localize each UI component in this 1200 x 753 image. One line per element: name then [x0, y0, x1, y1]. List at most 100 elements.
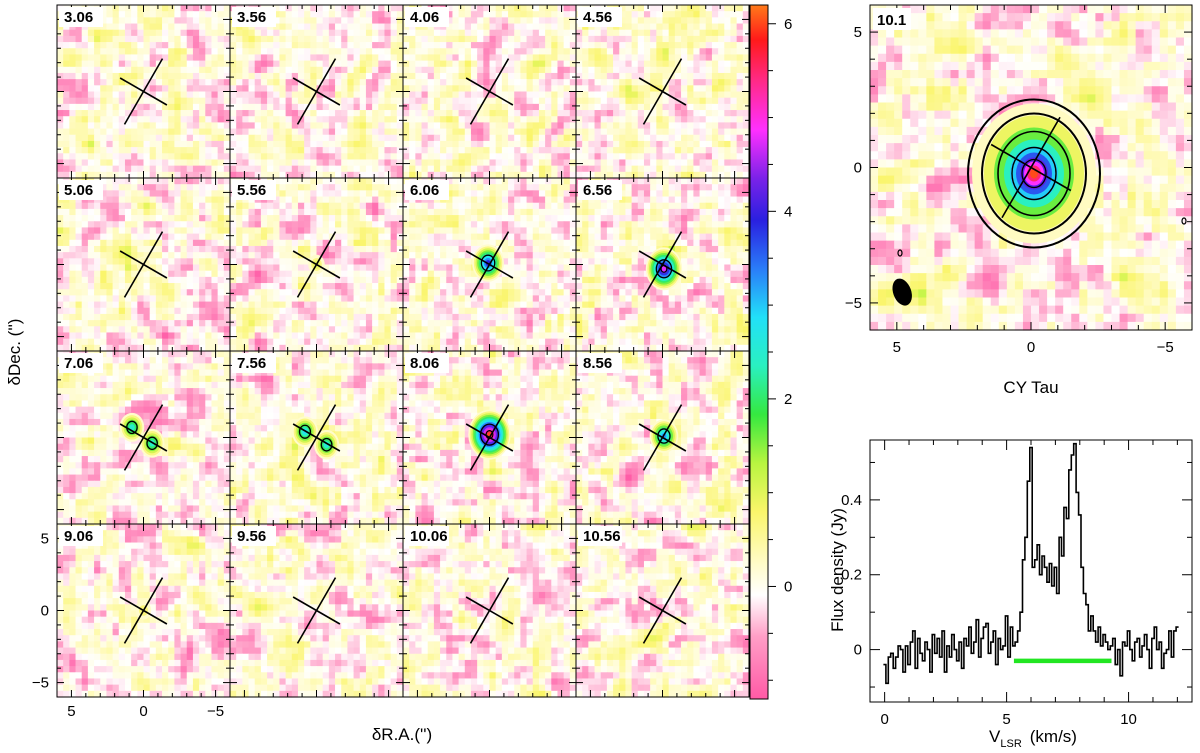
map-pixel [569, 116, 577, 123]
map-pixel [650, 29, 657, 37]
map-pixel [693, 91, 701, 99]
map-pixel [470, 72, 478, 80]
map-pixel [192, 11, 200, 18]
map-pixel [440, 122, 447, 130]
map-pixel [501, 116, 509, 123]
map-pixel [687, 159, 694, 167]
map-pixel [384, 313, 392, 321]
map-pixel [118, 42, 126, 49]
map-pixel [545, 134, 552, 142]
map-pixel [254, 276, 262, 284]
map-pixel [736, 110, 744, 117]
map-pixel [118, 178, 126, 185]
map-pixel [118, 190, 126, 198]
map-pixel [409, 140, 416, 148]
map-pixel [316, 5, 324, 12]
map-pixel [267, 221, 274, 229]
map-pixel [217, 97, 225, 105]
map-pixel [384, 11, 392, 18]
map-pixel [470, 140, 478, 148]
map-pixel [551, 79, 559, 86]
map-pixel [174, 320, 182, 327]
map-pixel [631, 147, 639, 154]
map-pixel [699, 153, 707, 161]
map-pixel [106, 91, 114, 99]
map-pixel [304, 221, 311, 229]
map-pixel [569, 11, 577, 18]
map-pixel [57, 313, 64, 321]
map-pixel [328, 66, 336, 74]
map-pixel [63, 202, 70, 210]
map-pixel [155, 165, 163, 173]
map-pixel [297, 338, 305, 346]
map-pixel [192, 110, 200, 117]
map-pixel [180, 165, 188, 173]
map-pixel [112, 103, 120, 111]
channel-velocity-label: 5.06 [64, 182, 93, 199]
map-pixel [199, 276, 206, 284]
map-pixel [174, 196, 182, 204]
map-pixel [563, 128, 571, 136]
map-pixel [118, 122, 126, 130]
map-pixel [205, 320, 213, 327]
map-pixel [267, 332, 274, 340]
map-pixel [433, 42, 441, 49]
map-pixel [427, 159, 435, 167]
map-pixel [186, 233, 194, 241]
map-pixel [291, 23, 299, 31]
map-pixel [637, 42, 645, 49]
map-pixel [199, 23, 206, 31]
map-pixel [149, 23, 157, 31]
map-pixel [149, 140, 157, 148]
map-pixel [131, 289, 138, 296]
map-pixel [711, 23, 719, 31]
map-pixel [100, 178, 108, 185]
map-pixel [335, 313, 342, 321]
map-pixel [637, 97, 645, 105]
map-pixel [87, 153, 95, 161]
map-pixel [557, 97, 565, 105]
map-pixel [211, 301, 219, 309]
map-pixel [538, 72, 546, 80]
map-pixel [347, 320, 355, 327]
map-pixel [205, 344, 213, 352]
map-pixel [378, 153, 386, 161]
map-pixel [162, 35, 169, 43]
map-pixel [297, 85, 305, 93]
map-pixel [538, 60, 546, 68]
map-pixel [223, 196, 231, 204]
map-pixel [236, 122, 243, 130]
map-pixel [378, 17, 386, 25]
map-pixel [230, 128, 237, 136]
map-pixel [322, 5, 330, 12]
map-pixel [69, 295, 77, 303]
map-pixel [118, 23, 126, 31]
map-pixel [563, 116, 571, 123]
map-pixel [149, 85, 157, 93]
map-pixel [600, 147, 608, 154]
map-pixel [365, 258, 373, 266]
map-pixel [260, 221, 268, 229]
map-pixel [143, 91, 151, 99]
map-pixel [711, 140, 719, 148]
map-pixel [409, 72, 416, 80]
map-pixel [180, 159, 188, 167]
map-pixel [81, 97, 89, 105]
map-pixel [285, 11, 293, 18]
map-pixel [304, 301, 311, 309]
map-pixel [365, 153, 373, 161]
map-pixel [372, 11, 379, 18]
map-pixel [106, 208, 114, 216]
map-pixel [273, 245, 281, 253]
map-pixel [403, 42, 410, 49]
map-pixel [168, 116, 175, 123]
map-pixel [242, 29, 250, 37]
map-pixel [372, 128, 379, 136]
map-pixel [236, 208, 243, 216]
map-pixel [273, 72, 281, 80]
map-pixel [384, 97, 392, 105]
map-pixel [674, 66, 682, 74]
map-pixel [477, 128, 484, 136]
map-pixel [730, 66, 738, 74]
map-pixel [687, 79, 694, 86]
